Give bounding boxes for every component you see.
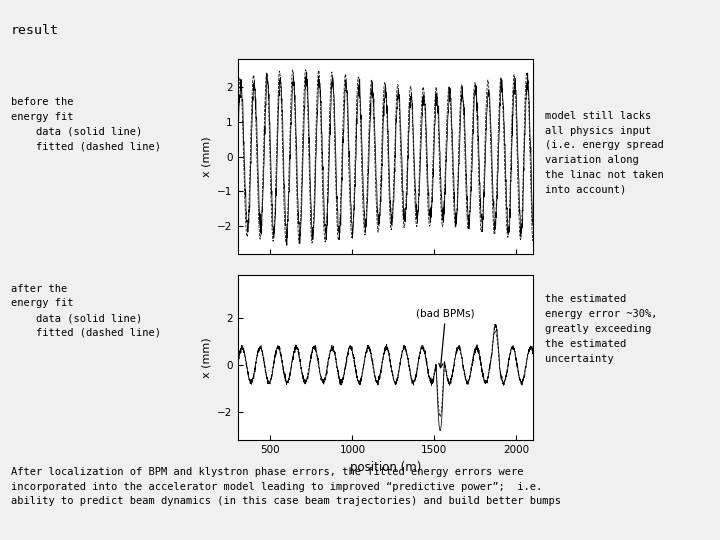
Text: the estimated
energy error ~30%,
greatly exceeding
the estimated
uncertainty: the estimated energy error ~30%, greatly… bbox=[545, 294, 657, 363]
X-axis label: position (m): position (m) bbox=[349, 461, 421, 474]
Text: After localization of BPM and klystron phase errors, the fitted energy errors we: After localization of BPM and klystron p… bbox=[11, 467, 561, 506]
Text: before the
energy fit
    data (solid line)
    fitted (dashed line): before the energy fit data (solid line) … bbox=[11, 97, 161, 152]
Text: result: result bbox=[11, 24, 59, 37]
Y-axis label: x (mm): x (mm) bbox=[202, 338, 212, 378]
Text: (bad BPMs): (bad BPMs) bbox=[416, 308, 475, 368]
Text: after the
energy fit
    data (solid line)
    fitted (dashed line): after the energy fit data (solid line) f… bbox=[11, 284, 161, 338]
Text: model still lacks
all physics input
(i.e. energy spread
variation along
the lina: model still lacks all physics input (i.e… bbox=[545, 111, 664, 195]
Y-axis label: x (mm): x (mm) bbox=[202, 136, 212, 177]
